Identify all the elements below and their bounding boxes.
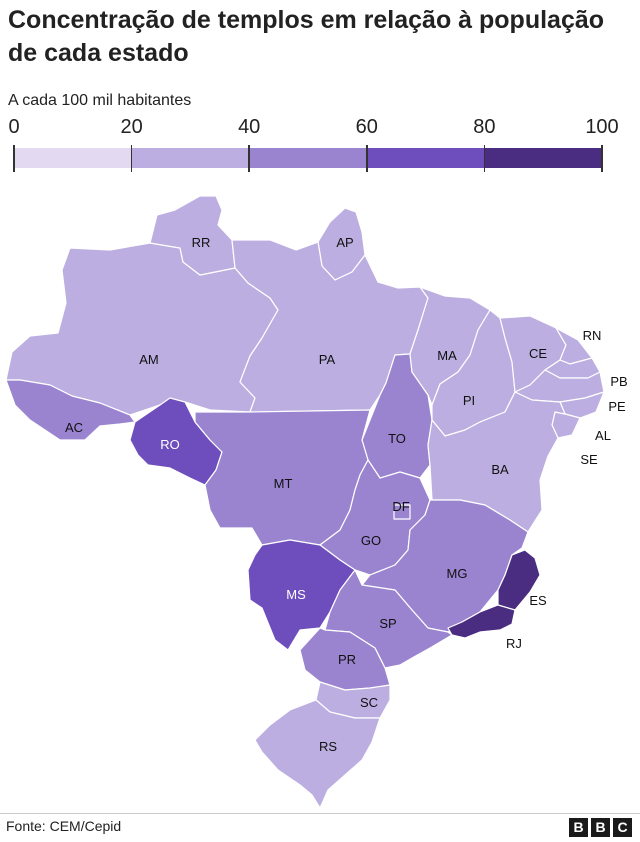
state-label-df: DF xyxy=(392,499,409,514)
state-label-mt: MT xyxy=(274,476,293,491)
legend-bin-60-80 xyxy=(366,148,485,168)
state-label-am: AM xyxy=(139,352,159,367)
bbc-logo-letter: B xyxy=(591,818,610,837)
state-label-se: SE xyxy=(580,452,598,467)
state-label-go: GO xyxy=(361,533,381,548)
legend-subtitle: A cada 100 mil habitantes xyxy=(8,92,192,109)
state-label-rr: RR xyxy=(192,235,211,250)
state-rr[interactable] xyxy=(149,195,236,276)
state-label-ac: AC xyxy=(65,420,83,435)
legend-tick-0 xyxy=(13,145,15,172)
bbc-logo: B B C xyxy=(569,818,632,837)
state-label-ba: BA xyxy=(491,462,509,477)
legend-tick-80 xyxy=(483,145,486,172)
brazil-choropleth-map: RR AP AM PA MA CE RN PB PE AL SE PI AC R… xyxy=(5,195,628,809)
state-df[interactable] xyxy=(393,504,411,520)
bbc-logo-letter: B xyxy=(569,818,588,837)
state-rj[interactable] xyxy=(447,604,516,639)
state-label-ro: RO xyxy=(160,437,180,452)
legend-tick-label-20: 20 xyxy=(120,116,143,138)
footer-divider xyxy=(0,813,640,814)
state-es[interactable] xyxy=(497,549,541,611)
state-label-ce: CE xyxy=(529,346,547,361)
legend-tick-label-100: 100 xyxy=(585,116,619,138)
legend-tick-20 xyxy=(130,145,133,172)
state-label-rn: RN xyxy=(583,328,602,343)
state-label-al: AL xyxy=(595,428,611,443)
state-label-rj: RJ xyxy=(506,636,522,651)
state-label-pa: PA xyxy=(319,352,336,367)
legend-tick-40 xyxy=(248,145,250,172)
state-ms[interactable] xyxy=(247,539,356,651)
legend-bin-0-20 xyxy=(14,148,132,168)
bbc-logo-letter: C xyxy=(613,818,632,837)
legend-tick-60 xyxy=(366,145,368,172)
source-note: Fonte: CEM/Cepid xyxy=(6,818,122,834)
state-label-pi: PI xyxy=(463,393,475,408)
state-label-to: TO xyxy=(388,431,406,446)
legend-bin-20-40 xyxy=(131,148,250,168)
state-rs[interactable] xyxy=(254,699,381,809)
legend-bin-80-100 xyxy=(484,148,602,168)
map-title: Concentração de templos em relação à pop… xyxy=(8,6,605,67)
state-ac[interactable] xyxy=(5,379,136,441)
state-label-ap: AP xyxy=(336,235,353,250)
state-label-rs: RS xyxy=(319,739,337,754)
legend-tick-label-60: 60 xyxy=(355,116,378,138)
state-label-pe: PE xyxy=(608,399,626,414)
state-label-sc: SC xyxy=(360,695,378,710)
legend-tick-label-40: 40 xyxy=(238,116,261,138)
state-label-ms: MS xyxy=(286,587,306,602)
state-label-pb: PB xyxy=(610,374,627,389)
legend-tick-label-80: 80 xyxy=(473,116,496,138)
legend-tick-100 xyxy=(601,145,603,172)
state-label-sp: SP xyxy=(379,616,396,631)
state-label-es: ES xyxy=(529,593,547,608)
color-legend: 0 20 40 60 80 100 xyxy=(0,116,640,176)
state-label-mg: MG xyxy=(447,566,468,581)
state-label-ma: MA xyxy=(437,348,457,363)
legend-bin-40-60 xyxy=(249,148,367,168)
legend-tick-label-0: 0 xyxy=(8,116,20,138)
state-label-pr: PR xyxy=(338,652,356,667)
